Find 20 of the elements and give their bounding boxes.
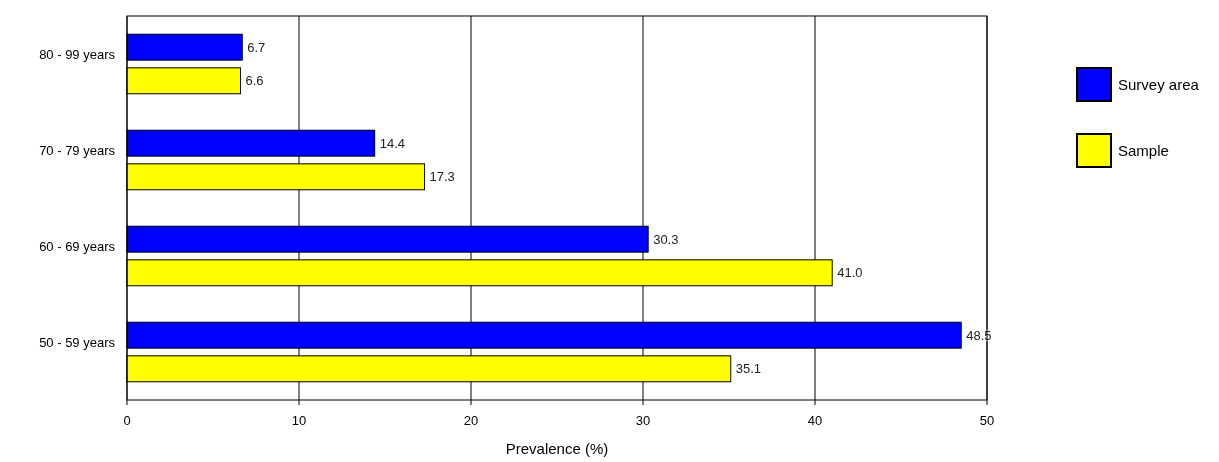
x-tick-label: 0	[123, 413, 131, 428]
x-tick-label: 20	[463, 413, 479, 428]
text: 17.3	[429, 169, 455, 185]
x-tick-label: 30	[635, 413, 651, 428]
x-tick-label: 40	[807, 413, 823, 428]
text: 6.7	[247, 39, 266, 55]
text: 30.3	[653, 231, 679, 247]
text: 41.0	[837, 265, 863, 281]
legend-label: Sample	[1118, 141, 1169, 159]
x-axis-title: Prevalence (%)	[505, 440, 609, 457]
y-tick-label: 80 - 99 years	[39, 46, 116, 62]
text: 14.4	[379, 135, 405, 151]
y-tick-label: 50 - 59 years	[39, 334, 116, 350]
text: 6.6	[245, 73, 264, 89]
x-tick-label: 10	[291, 413, 307, 428]
legend-label: Survey area	[1118, 75, 1200, 93]
text: 35.1	[735, 361, 762, 377]
y-tick-label: 70 - 79 years	[39, 142, 116, 158]
y-tick-label: 60 - 69 years	[39, 238, 116, 254]
x-tick-label: 50	[979, 413, 995, 428]
